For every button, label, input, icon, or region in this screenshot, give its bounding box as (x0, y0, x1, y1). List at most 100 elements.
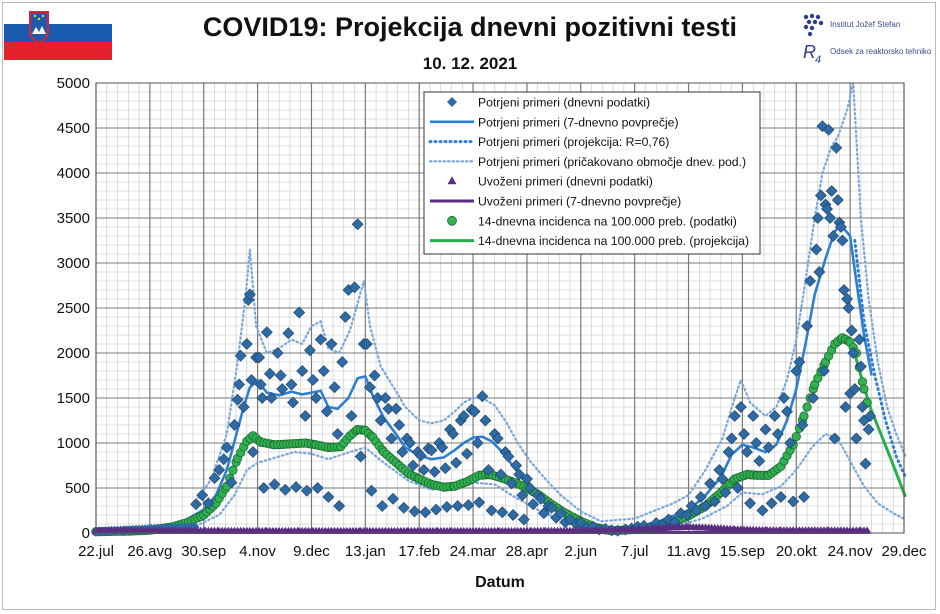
imported-case-marker (862, 526, 872, 534)
expected-range-line (194, 432, 907, 533)
daily-case-marker (436, 441, 449, 454)
daily-case-marker (838, 284, 850, 296)
y-tick-label: 0 (82, 525, 90, 542)
daily-case-marker (750, 437, 763, 449)
daily-case-marker (524, 482, 536, 494)
daily-case-marker (716, 473, 729, 485)
daily-case-marker (810, 243, 823, 256)
expected-range-line (194, 82, 907, 523)
daily-case-marker (425, 444, 438, 457)
daily-case-marker (485, 504, 498, 517)
daily-case-marker (836, 234, 849, 247)
daily-case-marker (662, 513, 675, 526)
daily-case-marker (690, 504, 703, 517)
daily-case-marker (839, 401, 852, 413)
daily-case-marker (787, 495, 800, 508)
daily-case-marker (762, 441, 775, 454)
daily-case-marker (768, 410, 781, 422)
x-tick-label: 20.okt (776, 543, 818, 560)
daily-case-marker (240, 338, 253, 350)
chart-axes: 0 500 1000 1500 2000 2500 3000 3500 4000 4500 5000… (57, 75, 927, 591)
daily-case-marker (385, 432, 398, 445)
legend-label: Potrjeni primeri (projekcija: R=0,76) (478, 135, 669, 149)
daily-case-marker (848, 383, 861, 395)
daily-case-marker (268, 478, 281, 491)
daily-case-marker (202, 497, 215, 510)
institute-name: Institut Jožef Stefan (830, 20, 901, 29)
daily-case-marker (814, 189, 827, 202)
y-tick-label: 2000 (57, 345, 90, 362)
daily-case-marker (853, 333, 866, 346)
incidence-marker (799, 411, 809, 421)
daily-case-marker (331, 428, 344, 440)
daily-case-marker (253, 351, 266, 364)
daily-case-marker (728, 410, 741, 422)
ijs-logo-icon (803, 13, 824, 37)
daily-case-marker (527, 498, 540, 511)
svg-text:R: R (803, 42, 816, 62)
daily-case-marker (517, 513, 530, 526)
y-tick-label: 1000 (57, 435, 90, 452)
y-tick-label: 2500 (57, 300, 90, 317)
daily-case-marker (747, 410, 760, 422)
daily-case-marker (824, 212, 837, 224)
daily-case-marker (507, 509, 520, 521)
daily-case-marker (256, 392, 269, 404)
daily-case-marker (704, 477, 717, 490)
x-tick-label: 24.mar (450, 543, 497, 560)
daily-case-marker (300, 484, 313, 497)
daily-case-marker (699, 500, 712, 512)
daily-case-marker (534, 492, 547, 505)
daily-case-marker (368, 369, 381, 382)
legend-label: Uvoženi primeri (dnevni podatki) (478, 175, 653, 189)
daily-case-marker (387, 492, 399, 505)
daily-case-marker (360, 338, 373, 350)
daily-case-marker (460, 447, 473, 460)
daily-case-marker (320, 405, 333, 418)
daily-case-marker (734, 401, 747, 413)
daily-case-marker (818, 365, 830, 377)
legend-label: 14-dnevna incidenca na 100.000 preb. (pr… (478, 234, 749, 248)
daily-case-marker (430, 503, 443, 516)
daily-case-marker (725, 432, 738, 445)
x-tick-label: 15.sep (720, 543, 765, 560)
daily-case-marker (753, 455, 766, 467)
daily-case-marker (196, 489, 209, 502)
x-tick-label: 9.dec (293, 543, 330, 560)
daily-case-marker (257, 482, 270, 494)
daily-case-marker (314, 333, 327, 346)
projection-line (853, 239, 907, 479)
daily-case-marker (348, 281, 361, 294)
daily-case-marker (228, 419, 241, 431)
daily-case-marker (265, 392, 278, 404)
daily-case-marker (859, 457, 872, 470)
legend-swatch (447, 215, 457, 226)
daily-case-marker (243, 288, 256, 301)
daily-case-marker (217, 453, 230, 466)
daily-case-marker (476, 390, 489, 403)
x-tick-label: 29.dec (881, 543, 927, 560)
daily-case-marker (694, 491, 707, 503)
daily-case-marker (339, 311, 352, 323)
incidence-marker (802, 402, 812, 412)
daily-case-marker (545, 501, 558, 514)
daily-case-marker (225, 476, 238, 489)
daily-case-marker (471, 437, 484, 449)
daily-case-marker (457, 410, 470, 422)
daily-case-marker (741, 446, 753, 458)
daily-case-marker (719, 486, 732, 499)
daily-case-marker (428, 465, 441, 478)
daily-case-marker (285, 378, 298, 391)
daily-case-marker (845, 324, 858, 337)
daily-case-marker (417, 464, 430, 476)
daily-case-marker (393, 419, 406, 431)
daily-case-marker (831, 194, 844, 206)
daily-case-marker (260, 326, 273, 339)
daily-case-marker (213, 464, 226, 476)
daily-case-marker (279, 483, 292, 496)
legend-box (423, 91, 761, 255)
daily-case-marker (287, 396, 299, 409)
daily-case-marker (807, 392, 820, 404)
daily-case-marker (468, 405, 481, 418)
